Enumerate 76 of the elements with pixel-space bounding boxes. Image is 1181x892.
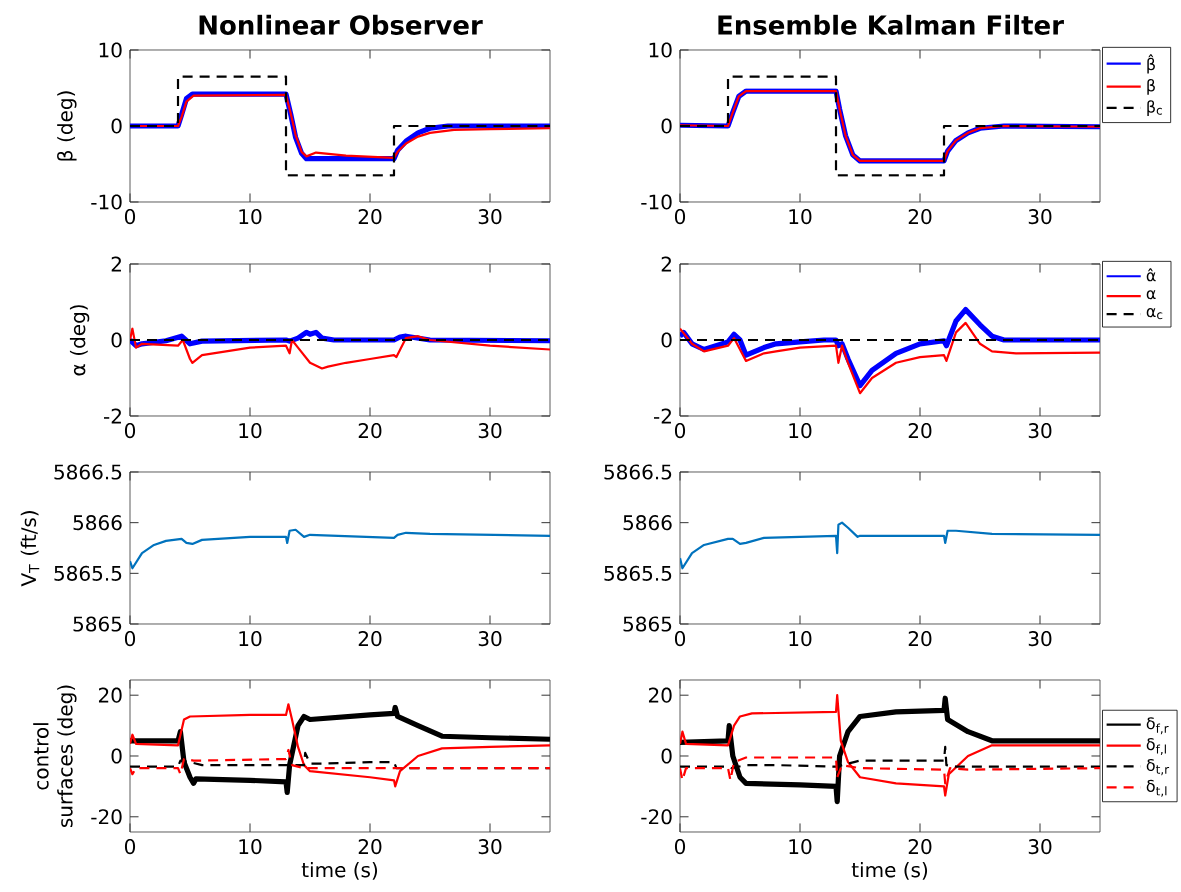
y-tick-label: 0 [661,118,672,134]
x-tick-label: 20 [358,209,382,225]
y-tick-label: -10 [91,194,122,210]
legend-label: β [1147,79,1155,95]
legend-label: δ$_{f,l}$ [1146,738,1166,756]
x-tick-label: 20 [358,423,382,439]
legend-label: β̂ [1147,54,1155,74]
y-tick-label: 2 [111,256,121,272]
x-tick-label: 10 [789,631,812,647]
y-tick-label: -2 [653,408,671,424]
y-tick-label: 5865.5 [604,565,672,581]
y-tick-label: 0 [111,332,122,348]
x-tick-label: 10 [789,209,812,225]
y-tick-label: 20 [98,687,122,703]
y-axis-title: control surfaces (deg) [33,685,77,828]
x-tick-label: 20 [358,839,382,855]
y-tick-label: 0 [111,118,122,134]
x-tick-label: 30 [1028,423,1052,439]
x-tick-label: 10 [239,839,262,855]
y-axis-title: V$_{T}$ (ft/s) [20,511,40,587]
x-tick-label: 10 [239,209,262,225]
x-tick-label: 30 [1028,839,1052,855]
x-tick-label: 0 [674,839,686,855]
chart-title: Ensemble Kalman Filter [718,14,1064,35]
x-tick-label: 0 [124,631,136,647]
x-tick-label: 20 [358,631,382,647]
y-tick-label: -20 [91,809,122,825]
x-tick-label: 20 [908,631,932,647]
y-tick-label: 10 [649,42,672,58]
x-tick-label: 20 [908,423,932,439]
legend-label: α̂ [1146,268,1156,282]
legend-label: β$_{c}$ [1147,100,1162,116]
x-tick-label: 20 [908,209,932,225]
y-tick-label: 5865.5 [54,565,122,581]
y-tick-label: 5866 [623,515,672,531]
x-tick-label: 30 [478,423,502,439]
legend-label: α$_{c}$ [1146,308,1163,320]
y-tick-label: -10 [641,194,672,210]
x-tick-label: 0 [674,209,686,225]
y-tick-label: -20 [641,809,672,825]
y-axis-title: α (deg) [69,305,90,376]
x-tick-label: 10 [789,839,812,855]
y-tick-label: 20 [648,687,672,703]
chart-title: Nonlinear Observer [199,14,483,35]
y-tick-label: 5865 [623,616,672,632]
x-tick-label: 30 [478,839,502,855]
x-tick-label: 0 [124,839,136,855]
y-tick-label: 10 [99,42,122,58]
x-axis-title: time (s) [301,861,378,880]
legend-label: δ$_{t,l}$ [1146,779,1167,797]
y-tick-label: 5866 [73,515,122,531]
y-tick-label: 5866.5 [54,464,122,480]
y-axis-title: β (deg) [57,91,77,161]
y-tick-label: 0 [661,748,672,764]
x-tick-label: 20 [908,839,932,855]
y-tick-label: 5866.5 [604,464,672,480]
x-tick-label: 30 [478,209,502,225]
x-tick-label: 30 [1028,631,1052,647]
y-tick-label: 0 [111,748,122,764]
y-tick-label: 2 [661,256,671,272]
y-tick-label: 0 [661,332,672,348]
x-tick-label: 10 [239,631,262,647]
x-tick-label: 0 [674,423,686,439]
x-tick-label: 0 [124,209,136,225]
x-tick-label: 30 [1028,209,1052,225]
y-tick-label: 5865 [73,616,122,632]
x-tick-label: 0 [674,631,686,647]
x-tick-label: 10 [239,423,262,439]
x-tick-label: 0 [124,423,136,439]
x-axis-title: time (s) [851,861,928,880]
y-tick-label: -2 [103,408,121,424]
legend-label: δ$_{t,r}$ [1146,758,1170,776]
x-tick-label: 30 [478,631,502,647]
legend-label: δ$_{f,r}$ [1146,717,1169,735]
legend-label: α [1146,290,1156,300]
x-tick-label: 10 [789,423,812,439]
